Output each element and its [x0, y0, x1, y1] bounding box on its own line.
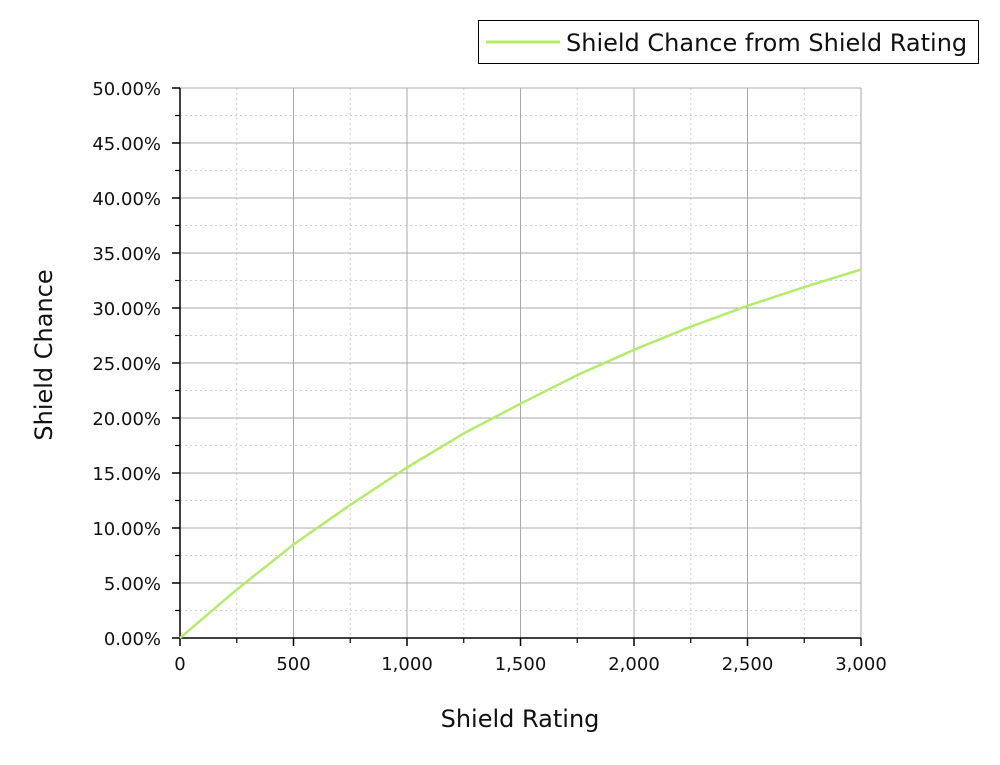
x-tick-label: 2,500: [722, 654, 774, 675]
x-tick-label: 1,000: [381, 654, 433, 675]
x-axis-ticks: 0 500 1,000 1,500 2,000 2,500 3,000: [174, 638, 887, 675]
y-tick-label: 35.00%: [92, 244, 161, 265]
y-tick-label: 0.00%: [104, 629, 161, 650]
y-tick-label: 20.00%: [92, 409, 161, 430]
y-tick-label: 30.00%: [92, 299, 161, 320]
major-grid: [180, 87, 862, 638]
x-tick-label: 3,000: [835, 654, 887, 675]
legend-box: [478, 20, 979, 64]
x-tick-label: 2,000: [608, 654, 660, 675]
y-tick-label: 5.00%: [104, 574, 161, 595]
y-tick-label: 15.00%: [92, 464, 161, 485]
x-tick-label: 1,500: [495, 654, 547, 675]
series-layer: [179, 268, 862, 639]
y-tick-label: 25.00%: [92, 354, 161, 375]
legend-label: Shield Chance from Shield Rating: [566, 29, 967, 57]
y-tick-label: 40.00%: [92, 189, 161, 210]
legend: Shield Chance from Shield Rating: [478, 20, 979, 64]
y-tick-label: 50.00%: [92, 79, 161, 100]
x-axis-title: Shield Rating: [441, 705, 600, 733]
y-axis-title: Shield Chance: [30, 269, 58, 440]
series-line: [179, 268, 862, 639]
x-tick-label: 500: [276, 654, 310, 675]
x-tick-label: 0: [174, 654, 185, 675]
y-tick-label: 45.00%: [92, 134, 161, 155]
y-tick-label: 10.00%: [92, 519, 161, 540]
y-axis-ticks: 0.00% 5.00% 10.00% 15.00% 20.00% 25.00% 30.00%…: [92, 79, 180, 650]
